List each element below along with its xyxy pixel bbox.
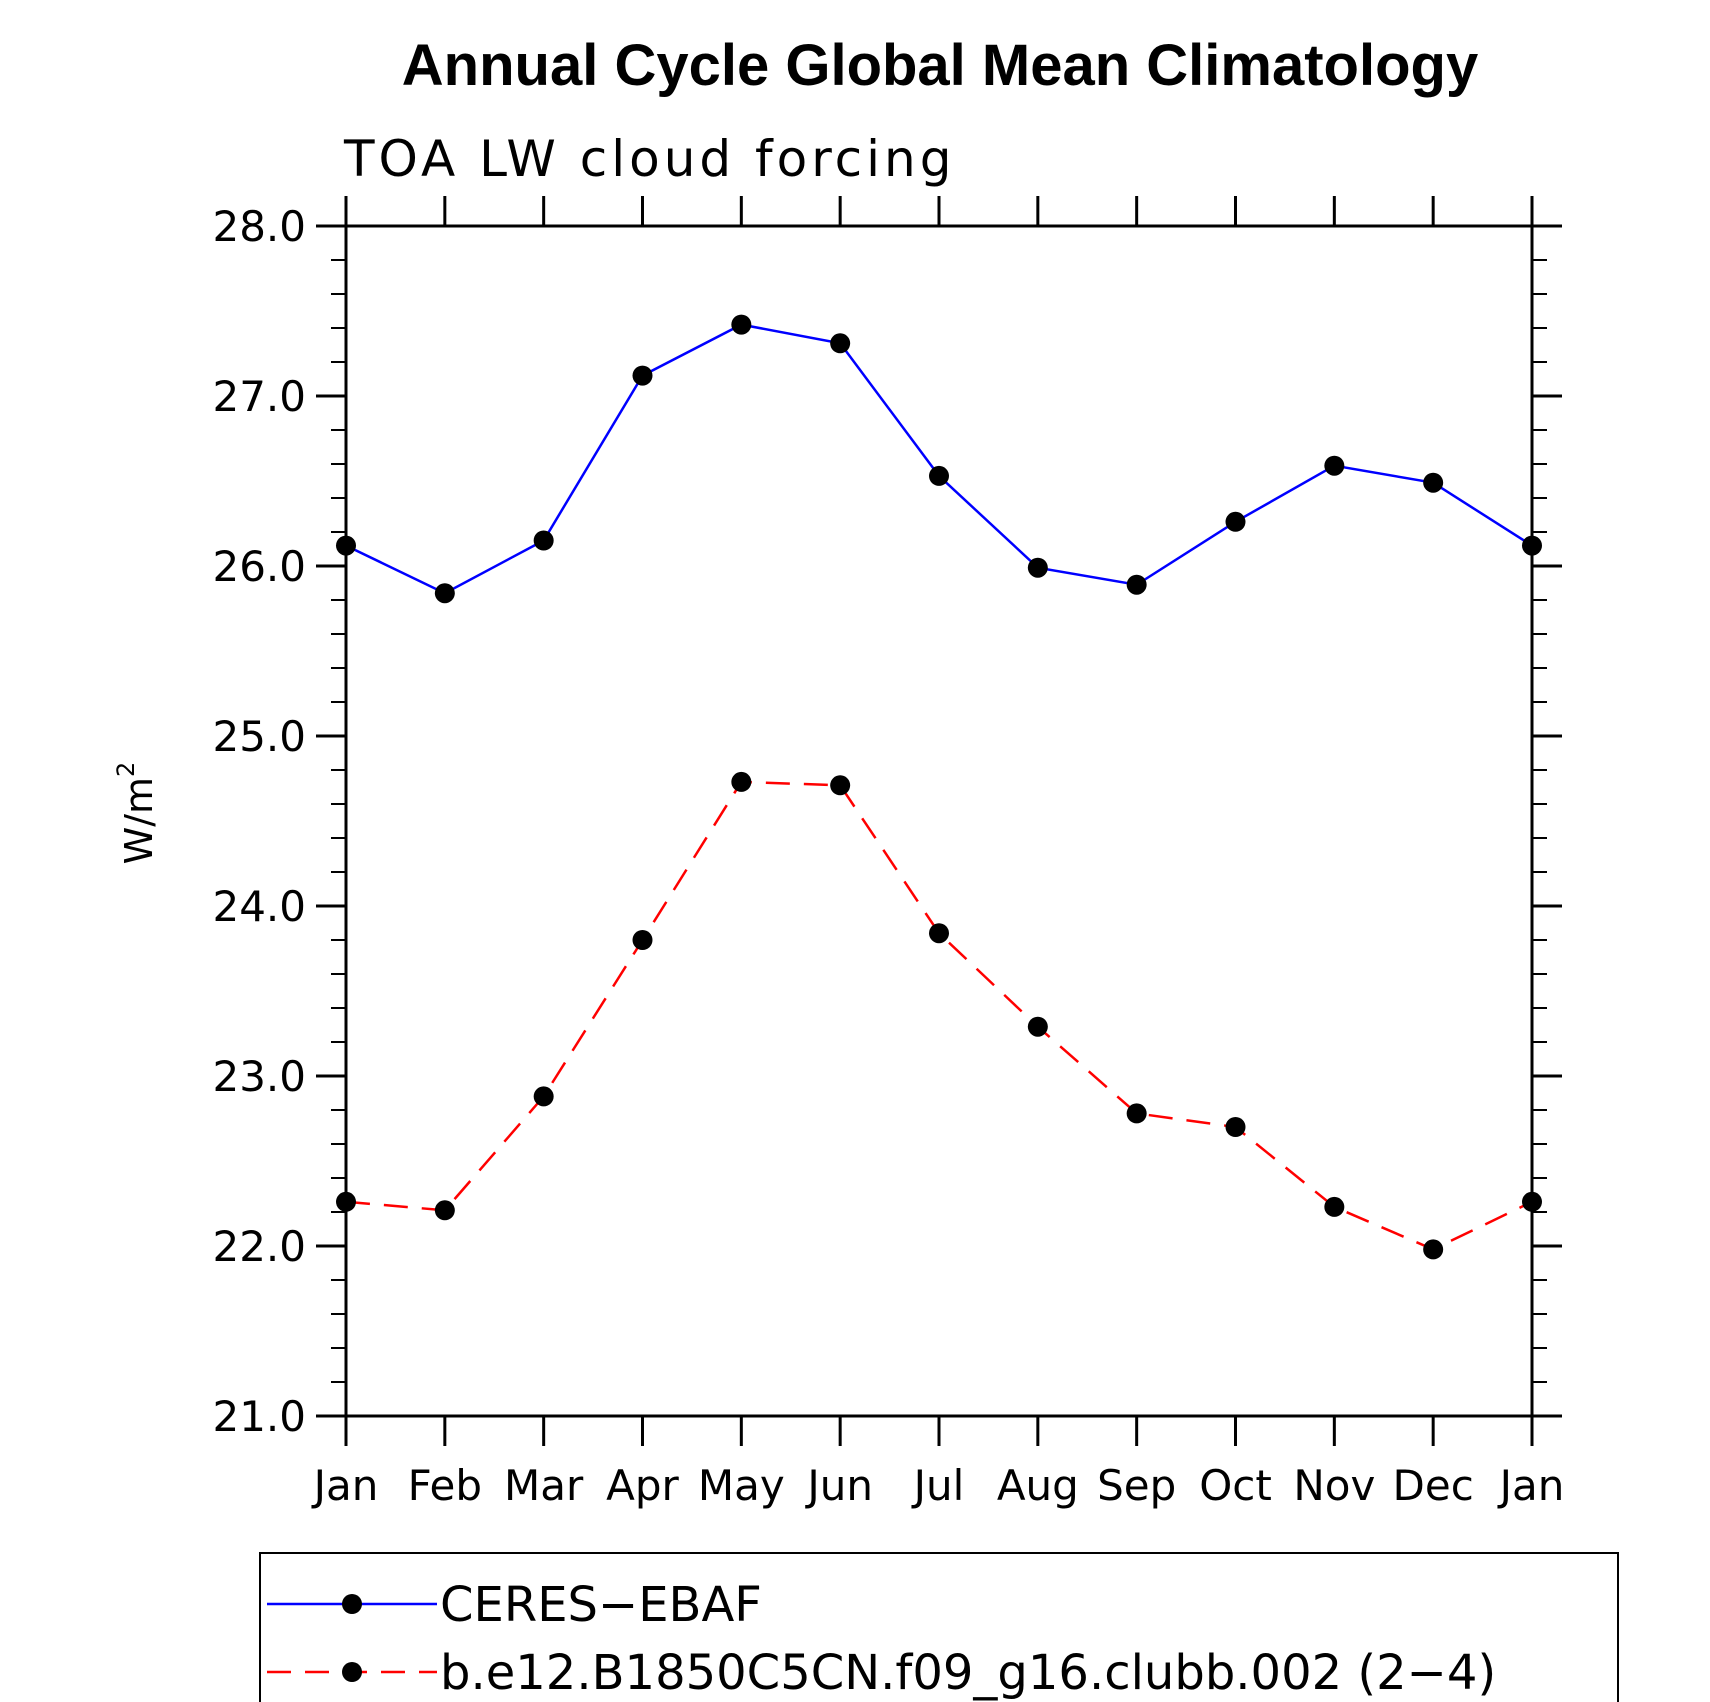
data-point: [1522, 1191, 1542, 1212]
data-point: [632, 365, 653, 386]
svg-text:W/m2: W/m2: [112, 762, 161, 865]
x-tick-label: Jan: [311, 1461, 379, 1510]
plot-frame: [344, 224, 1534, 1418]
data-point: [533, 1086, 554, 1107]
data-point: [336, 1191, 356, 1212]
chart-title: Annual Cycle Global Mean Climatology: [402, 33, 1478, 98]
legend-label-2: b.e12.B1850C5CN.f09_g16.clubb.002 (2−4): [440, 1645, 1496, 1701]
data-point: [434, 1200, 455, 1221]
y-tick-label: 26.0: [212, 542, 306, 591]
data-point: [1423, 1239, 1444, 1260]
data-point: [1522, 535, 1542, 556]
legend: CERES−EBAF b.e12.B1850C5CN.f09_g16.clubb.…: [267, 1577, 1496, 1701]
x-tick-label: Mar: [504, 1461, 584, 1510]
y-tick-label: 23.0: [212, 1052, 306, 1101]
y-axis-label: W/m2: [112, 762, 161, 865]
data-point: [929, 465, 949, 486]
y-tick-label: 25.0: [212, 712, 306, 761]
data-point: [1423, 472, 1444, 493]
x-tick-labels: Jan Feb Mar Apr May Jun Jul Aug Sep Oct Nov Dec Jan: [311, 1461, 1565, 1510]
x-tick-label: Dec: [1393, 1461, 1474, 1510]
y-tick-label: 21.0: [212, 1392, 306, 1441]
x-tick-label: Apr: [606, 1461, 679, 1510]
data-point: [1027, 557, 1048, 578]
data-point: [434, 583, 455, 604]
legend-box: [259, 1552, 1619, 1702]
data-point: [830, 775, 851, 796]
data-point: [929, 923, 949, 944]
x-tick-label: May: [698, 1461, 785, 1510]
y-tick-label: 28.0: [212, 202, 306, 251]
data-point: [1126, 1103, 1147, 1124]
y-tick-label: 22.0: [212, 1222, 306, 1271]
data-point: [1225, 511, 1246, 532]
x-tick-label: Jun: [804, 1461, 873, 1510]
x-tick-label: Oct: [1199, 1461, 1272, 1510]
series-line-2: [345, 780, 1533, 1251]
data-point: [336, 535, 356, 556]
x-tick-label: Aug: [997, 1461, 1079, 1510]
y-axis-label-text: W/m: [117, 777, 161, 864]
legend-marker-2: [342, 1662, 362, 1682]
series-layer: [336, 314, 1542, 1260]
data-point: [830, 333, 851, 354]
data-point: [731, 771, 752, 792]
data-point: [1027, 1016, 1048, 1037]
data-point: [1324, 1196, 1345, 1217]
axis-ticks: [316, 196, 1562, 1446]
y-tick-label: 27.0: [212, 372, 306, 421]
y-axis-label-superscript: 2: [112, 762, 140, 777]
legend-label-1: CERES−EBAF: [440, 1577, 762, 1633]
x-tick-label: Sep: [1097, 1461, 1176, 1510]
data-point: [1324, 455, 1345, 476]
x-tick-label: Nov: [1293, 1461, 1375, 1510]
x-tick-label: Jan: [1497, 1461, 1565, 1510]
data-point: [632, 930, 653, 950]
y-tick-labels: 21.0 22.0 23.0 24.0 25.0 26.0 27.0 28.0: [212, 202, 306, 1441]
x-tick-label: Jul: [911, 1461, 965, 1510]
data-point: [1225, 1117, 1246, 1137]
data-point: [731, 314, 752, 335]
x-tick-label: Feb: [408, 1461, 482, 1510]
legend-marker-1: [342, 1594, 362, 1614]
data-point: [1126, 574, 1147, 595]
data-point: [533, 530, 554, 551]
series-line-1: [345, 323, 1533, 595]
chart-subtitle: TOA LW cloud forcing: [343, 130, 955, 188]
y-tick-label: 24.0: [212, 882, 306, 931]
